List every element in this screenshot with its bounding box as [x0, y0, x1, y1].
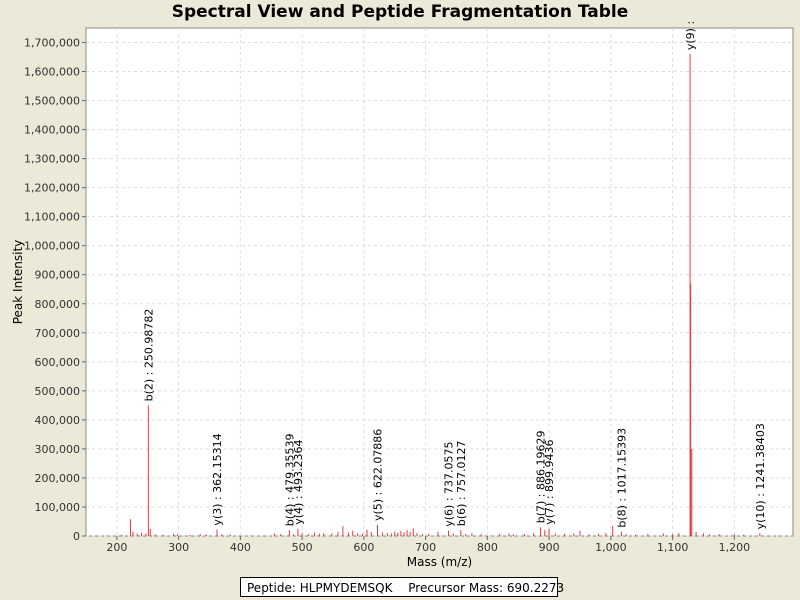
x-tick-label: 800	[477, 541, 498, 554]
x-tick-label: 900	[539, 541, 560, 554]
y-tick-label: 500,000	[35, 385, 81, 398]
x-tick-label: 700	[415, 541, 436, 554]
y-tick-label: 400,000	[35, 414, 81, 427]
grid-lines	[86, 28, 793, 537]
plot-area	[85, 27, 794, 537]
peak-label: y(6) : 737.0575	[442, 441, 455, 526]
peak-label: y(3) : 362.15314	[211, 433, 224, 525]
peptide-sequence: Peptide: HLPMYDEMSQK	[247, 581, 393, 595]
y-tick-label: 1,200,000	[24, 182, 80, 195]
y-tick-label: 700,000	[35, 327, 81, 340]
y-tick-label: 800,000	[35, 298, 81, 311]
x-tick-label: 500	[292, 541, 313, 554]
x-tick-label: 600	[353, 541, 374, 554]
y-tick-label: 1,500,000	[24, 95, 80, 108]
y-tick-label: 1,000,000	[24, 240, 80, 253]
x-tick-label: 300	[168, 541, 189, 554]
peak-label: y(9) :	[684, 21, 697, 50]
peak-label: b(6) : 757.0127	[455, 440, 468, 526]
axes: 200 300 400 500 600 700 800 900 1,000 1,100 1,200 0…	[24, 37, 750, 554]
peak-label: y(10) : 1241.38403	[754, 423, 767, 529]
y-tick-label: 1,400,000	[24, 124, 80, 137]
chart-title: Spectral View and Peptide Fragmentation …	[171, 2, 629, 22]
y-tick-label: 0	[73, 530, 80, 543]
x-tick-label: 1,100	[657, 541, 689, 554]
peak-label: y(4) : 493.2364	[292, 439, 305, 524]
peak-label: b(8) : 1017.15393	[615, 428, 628, 528]
x-tick-label: 1,000	[595, 541, 627, 554]
x-tick-label: 1,200	[719, 541, 751, 554]
peak-series	[121, 54, 761, 536]
y-tick-label: 300,000	[35, 443, 81, 456]
y-tick-label: 600,000	[35, 356, 81, 369]
y-tick-label: 100,000	[35, 501, 81, 514]
x-axis-label: Mass (m/z)	[407, 555, 472, 569]
precursor-mass: Precursor Mass: 690.2273	[408, 581, 565, 595]
y-tick-label: 200,000	[35, 472, 81, 485]
peak-label: b(4) : 479.35539	[283, 433, 296, 526]
y-tick-label: 1,700,000	[24, 37, 80, 50]
y-axis-label: Peak Intensity	[11, 240, 25, 325]
peak-label: y(5) : 622.07886	[371, 429, 384, 521]
peak-label: b(2) : 250.98782	[142, 309, 155, 402]
peak-label: y(7) : 899.9436	[543, 439, 556, 524]
y-tick-label: 1,100,000	[24, 211, 80, 224]
x-tick-label: 400	[230, 541, 251, 554]
y-tick-label: 900,000	[35, 269, 81, 282]
peptide-info-box: Peptide: HLPMYDEMSQK Precursor Mass: 690…	[240, 577, 564, 597]
y-tick-label: 1,600,000	[24, 66, 80, 79]
peak-annotations: b(2) : 250.98782 y(3) : 362.15314 b(4) : 4…	[142, 21, 767, 530]
x-tick-label: 200	[106, 541, 127, 554]
y-tick-label: 1,300,000	[24, 153, 80, 166]
peak-label: b(7) : 886.19629	[535, 431, 548, 524]
